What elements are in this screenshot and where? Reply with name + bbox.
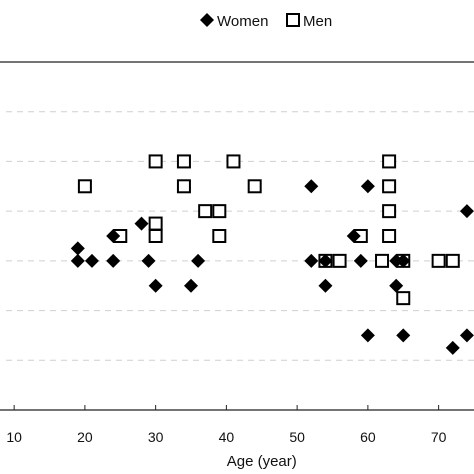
men-point-13 (332, 253, 347, 268)
men-point-15 (382, 154, 397, 169)
women-point-1 (70, 253, 85, 268)
series-women (70, 179, 474, 355)
women-point-6 (141, 253, 156, 268)
men-point-23 (445, 253, 460, 268)
women-point-20 (396, 253, 411, 268)
legend-item-women: Women (200, 13, 268, 30)
men-point-18 (382, 229, 397, 243)
women-point-21 (396, 328, 411, 343)
legend-men-label: Men (303, 13, 332, 30)
women-point-5 (134, 216, 149, 231)
men-point-11 (247, 179, 262, 194)
legend-women-marker (200, 13, 214, 27)
men-point-21 (396, 291, 411, 306)
grid-lines (6, 111, 474, 361)
women-point-3 (106, 253, 121, 268)
legend-men-marker (286, 13, 300, 27)
legend-women-label: Women (217, 13, 268, 30)
women-point-13 (318, 278, 333, 293)
women-point-15 (353, 253, 368, 268)
x-tick-label-60: 60 (360, 429, 376, 445)
men-point-2 (148, 154, 163, 169)
x-tick-label-20: 20 (77, 429, 93, 445)
women-point-0 (70, 241, 85, 256)
women-point-7 (148, 278, 163, 293)
legend: Women Men (200, 13, 332, 30)
men-point-17 (382, 204, 397, 219)
men-point-19 (375, 253, 390, 268)
women-point-12 (318, 253, 333, 268)
x-tick-label-70: 70 (431, 429, 447, 445)
men-point-3 (148, 216, 163, 231)
women-point-10 (304, 179, 319, 194)
men-point-9 (212, 229, 227, 243)
men-point-22 (431, 253, 446, 268)
x-tick-label-10: 10 (6, 429, 22, 445)
x-tick-labels: 10 20 30 40 50 60 70 (6, 429, 446, 445)
women-point-2 (84, 253, 99, 268)
women-point-11 (304, 253, 319, 268)
men-point-16 (382, 179, 397, 194)
women-point-22 (445, 340, 460, 355)
axes (0, 61, 474, 411)
x-tick-label-40: 40 (219, 429, 235, 445)
women-point-8 (184, 278, 199, 293)
x-tick-label-30: 30 (148, 429, 164, 445)
women-point-23 (459, 204, 474, 219)
men-point-8 (212, 204, 227, 219)
men-point-6 (176, 179, 191, 194)
women-point-24 (459, 328, 474, 343)
women-point-16 (360, 179, 375, 194)
women-point-9 (191, 253, 206, 268)
women-point-18 (389, 253, 404, 268)
legend-item-men: Men (286, 13, 332, 30)
women-point-14 (346, 229, 361, 243)
series-men (77, 154, 460, 306)
women-point-4 (106, 229, 121, 243)
men-point-7 (198, 204, 213, 219)
men-point-10 (226, 154, 241, 169)
x-tick-label-50: 50 (289, 429, 305, 445)
women-point-19 (389, 278, 404, 293)
women-point-17 (360, 328, 375, 343)
men-point-4 (148, 229, 163, 243)
men-point-5 (176, 154, 191, 169)
men-point-0 (77, 179, 92, 194)
x-axis-label: Age (year) (227, 453, 297, 470)
